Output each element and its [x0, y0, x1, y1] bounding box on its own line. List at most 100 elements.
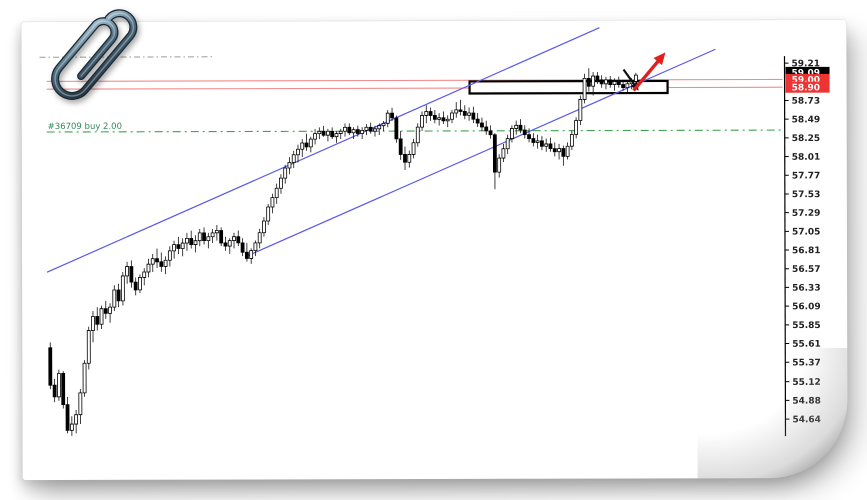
candlestick [561, 145, 566, 166]
candlestick [129, 260, 134, 288]
candlestick [385, 110, 390, 128]
price-highlight-label: 59.09 [792, 69, 820, 79]
price-tick-label: 57.53 [792, 190, 820, 200]
candlestick-series [48, 68, 638, 436]
candlestick [518, 119, 523, 134]
candlestick [467, 107, 471, 121]
candlestick [172, 240, 177, 259]
candlestick [540, 136, 544, 151]
candlestick [364, 124, 369, 136]
price-tick-label: 56.09 [792, 302, 820, 312]
candlestick [574, 117, 579, 139]
candlestick [437, 113, 442, 126]
candlestick [325, 128, 330, 142]
candlestick [599, 75, 604, 88]
candlestick [112, 285, 117, 312]
candlestick [565, 142, 570, 160]
candlestick [510, 125, 514, 143]
candlestick [582, 73, 587, 104]
candlestick [300, 139, 305, 158]
candlestick [82, 360, 87, 397]
buy-order-line [46, 129, 783, 133]
candlestick [95, 307, 100, 331]
candlestick [291, 150, 296, 168]
candlestick [133, 277, 138, 296]
candlestick [308, 136, 313, 153]
candlestick [351, 127, 356, 139]
candlestick [270, 193, 275, 214]
candlestick [544, 138, 549, 152]
candlestick [321, 125, 326, 137]
chart-paper-page: #36709 buy 2.00 59.21 58.73 58.49 58.25 58.01… [21, 19, 848, 481]
candlestick [377, 123, 382, 136]
candlestick [390, 107, 394, 121]
candlestick [150, 254, 155, 272]
candlestick [531, 133, 536, 147]
red-up-arrow [632, 52, 666, 92]
candlestick [428, 107, 433, 121]
price-tick-label: 58.25 [792, 134, 820, 144]
candlestick [214, 225, 219, 241]
candlestick [373, 125, 377, 137]
candlestick [621, 79, 625, 91]
candlestick [338, 128, 343, 140]
red-level-line [46, 78, 783, 82]
candlestick [274, 183, 279, 204]
candlestick [176, 236, 181, 254]
price-tick-label: 56.33 [792, 284, 820, 294]
candlestick [138, 274, 142, 294]
candlestick [347, 123, 352, 136]
price-tick-label: 54.64 [792, 415, 820, 425]
candlestick [432, 109, 437, 124]
candlestick [155, 248, 159, 269]
candlestick [441, 111, 446, 124]
candlestick [197, 228, 202, 247]
candlestick [415, 123, 420, 147]
candlestick [535, 134, 540, 149]
candlestick [206, 232, 211, 249]
candlestick [505, 134, 510, 155]
candlestick [125, 261, 130, 284]
candlestick [69, 416, 74, 436]
candlestick [480, 117, 484, 131]
candlestick [591, 72, 596, 96]
price-tick-label: 58.73 [792, 97, 820, 107]
candlestick [586, 68, 591, 92]
candlestick [497, 154, 502, 178]
candlestick [304, 133, 309, 151]
candlestick [296, 144, 300, 163]
price-tick-label: 57.05 [792, 227, 820, 237]
candlestick [569, 130, 574, 151]
candlestick [501, 144, 506, 162]
candlestick [552, 142, 557, 157]
candlestick [548, 137, 553, 152]
candlestick [471, 106, 476, 124]
candlestick [445, 115, 450, 128]
candlestick [608, 76, 613, 88]
channel-upper-line [46, 27, 600, 273]
candlestick [578, 95, 583, 126]
candlestick [450, 109, 454, 124]
price-tick-label: 59.21 [792, 59, 820, 69]
candlestick [227, 238, 232, 254]
candlestick [279, 174, 283, 194]
candlestick [612, 78, 617, 91]
candlestick [167, 246, 172, 267]
candlestick [317, 127, 322, 140]
candlestick [454, 102, 459, 118]
candlestick [244, 242, 249, 262]
candlestick [103, 300, 108, 319]
candlestick [202, 227, 206, 245]
price-highlight-58.90 [785, 81, 830, 93]
candlestick [634, 72, 638, 87]
candlestick [595, 72, 600, 84]
candlestick [236, 230, 241, 247]
candlestick [219, 227, 224, 247]
candlestick [65, 396, 70, 434]
price-tick-label: 57.29 [792, 209, 820, 219]
candlestick [52, 378, 57, 403]
candlestick [249, 248, 254, 264]
candlestick [146, 258, 151, 278]
price-tick-label: 55.12 [792, 378, 820, 388]
candlestick [557, 143, 561, 160]
